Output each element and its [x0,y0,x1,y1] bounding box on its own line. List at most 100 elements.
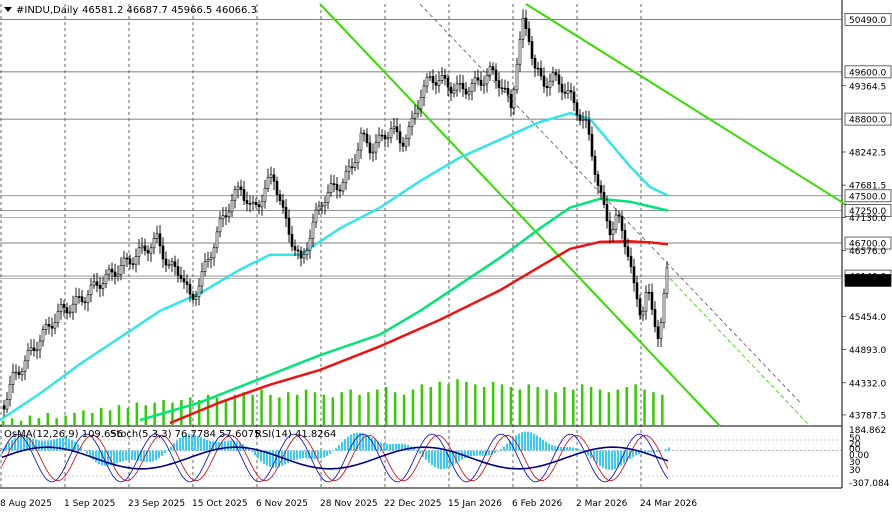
osma-bar [557,446,559,451]
candle-body [368,142,372,154]
osma-bar [332,450,334,452]
candle-body [410,117,414,128]
candle-body [485,74,489,85]
time-tick-label: 15 Jan 2026 [448,499,502,509]
volume-bar [251,394,254,426]
candle-body [536,67,540,70]
osma-bar [386,443,388,451]
osma-bar [329,450,331,454]
osma-bar [14,438,16,451]
candle-body [515,63,519,91]
osma-bar [443,450,445,469]
candle-body [122,257,126,266]
osma-bar [668,447,670,451]
candle-body [605,204,609,222]
osma-bar [107,450,109,466]
volume-bar [420,384,424,426]
candle-body [227,211,231,217]
volume-bar [313,392,317,426]
volume-bar [82,410,85,426]
price-tick-label: 43787.5 [849,411,886,421]
candle-body [533,58,537,69]
candle-body [611,229,615,236]
osma-bar [497,450,499,452]
candle-body [365,133,369,144]
candle-body [488,66,492,76]
candle-body [431,76,435,84]
osma-bar [32,438,34,451]
osma-bar [488,450,490,456]
volume-bar [607,392,611,426]
volume-bar [64,415,67,426]
candle-body [236,186,240,191]
candle-body [221,215,225,220]
osma-bar [53,439,55,451]
candle-body [260,201,264,208]
volume-bar [393,392,397,426]
osma-bar [659,450,661,452]
price-label-box [844,65,892,79]
candle-body [74,296,78,305]
osma-bar [452,450,454,466]
osma-bar [476,450,478,456]
time-tick-label: 24 Mar 2026 [640,499,697,509]
candle-body [14,371,18,374]
osma-bar [623,450,625,464]
volume-bar [589,387,593,426]
osma-bar [179,438,181,451]
candle-body [596,174,600,186]
candle-body [323,202,327,207]
candle-body [182,278,186,283]
osma-bar [644,450,646,453]
volume-bar [287,392,290,426]
osma-bar [296,450,298,460]
osma-bar [239,442,241,451]
osma-bar [203,438,205,451]
volume-bar [180,400,183,426]
volume-bar [2,420,5,426]
candle-body [647,291,651,294]
candle-body [650,292,654,310]
osma-bar [404,444,406,451]
volume-bar [536,387,539,426]
candle-body [38,340,42,351]
candle-body [437,80,441,86]
candle-body [131,263,135,266]
candle-body [293,246,297,251]
osma-bar [479,450,481,456]
candle-body [392,126,396,130]
osma-bar [338,445,340,451]
volume-bar [340,392,343,426]
volume-bar [491,381,495,426]
osma-bar [134,450,136,461]
volume-bar [527,384,530,426]
osc-tick-label: 184.862 [849,426,886,436]
candle-body [32,347,36,351]
candle-body [491,66,495,71]
osma-bar [86,450,88,454]
osma-bar [110,450,112,466]
candle-body [233,189,237,201]
osma-bar [170,446,172,451]
price-tick-label: 46700.0 [849,240,886,250]
candle-body [326,192,330,203]
candle-body [332,183,336,185]
price-tick-label: 45454.0 [849,313,886,323]
candle-body [554,72,558,76]
candle-body [68,311,72,314]
volume-bar [28,415,32,426]
candle-body [17,371,21,375]
osma-bar [440,450,442,470]
volume-bar [518,389,522,426]
candle-body [176,266,180,276]
osma-bar [278,450,280,467]
volume-bar [438,381,441,426]
dropdown-arrow-icon[interactable] [4,7,12,12]
volume-bar [456,379,459,426]
candle-body [506,87,510,95]
candle-body [209,257,213,260]
osma-bar [152,450,154,462]
osma-bar [377,441,379,451]
osma-bar [206,439,208,451]
